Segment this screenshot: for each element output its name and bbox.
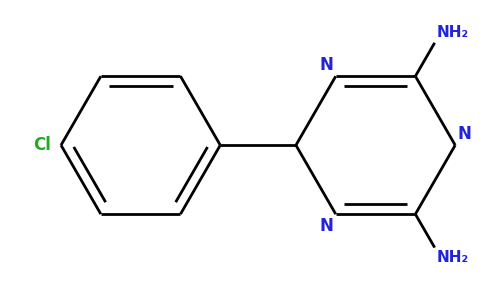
Text: NH₂: NH₂: [437, 26, 469, 40]
Text: N: N: [457, 125, 471, 143]
Text: N: N: [319, 56, 333, 74]
Text: NH₂: NH₂: [437, 250, 469, 265]
Text: N: N: [319, 217, 333, 235]
Text: Cl: Cl: [33, 136, 51, 154]
